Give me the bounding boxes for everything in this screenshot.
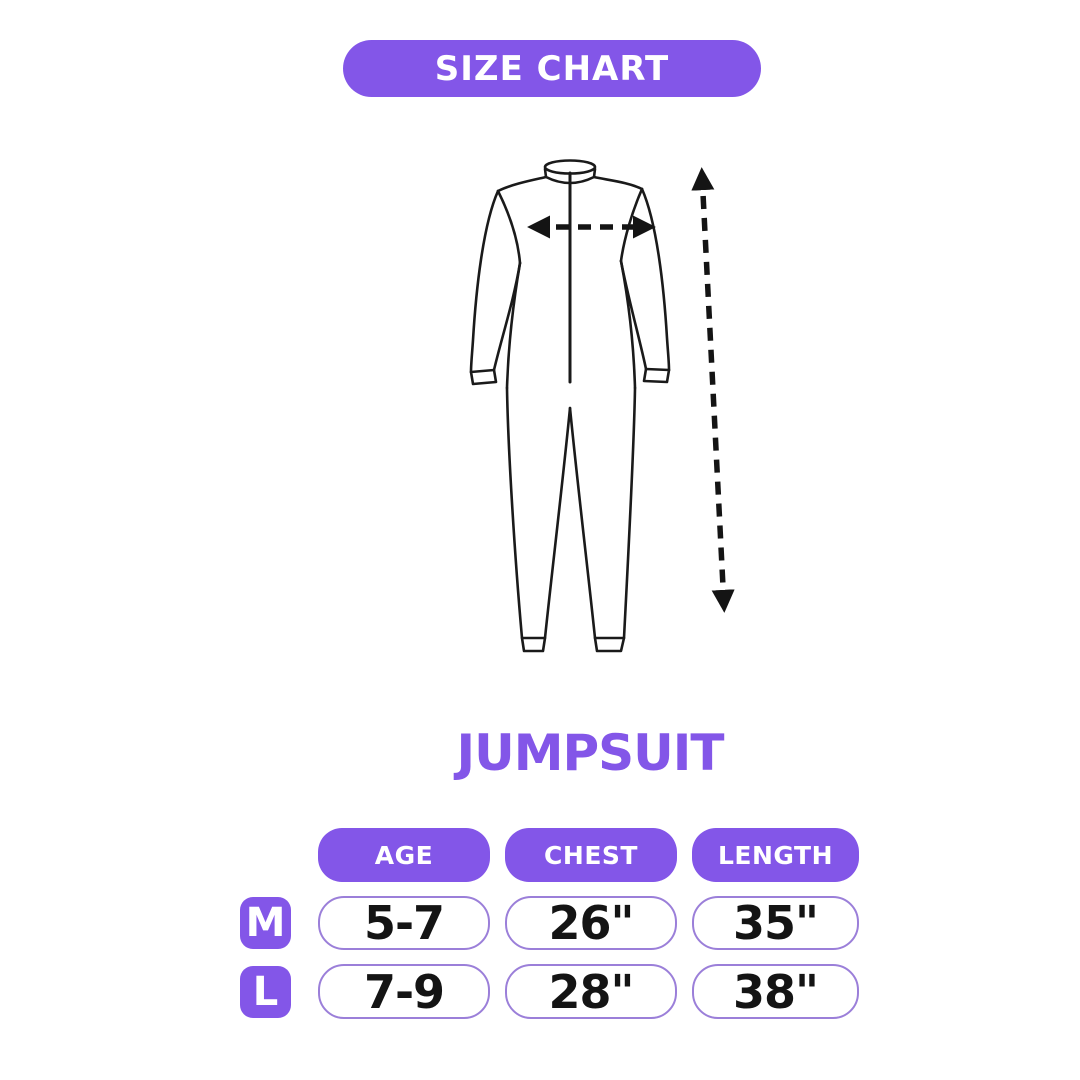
- size-chart-banner: SIZE CHART: [343, 40, 761, 97]
- size-badge-m: M: [240, 897, 291, 949]
- cell-m-length: 35": [692, 896, 859, 950]
- measurement-arrows: [527, 167, 735, 613]
- side-seam-right: [619, 259, 637, 390]
- leg-right-inner: [568, 406, 597, 640]
- ankle-cuff-right: [593, 636, 626, 653]
- sleeve-left-cuff: [469, 368, 498, 386]
- cell-m-chest: 26": [505, 896, 677, 950]
- column-header-chest: CHEST: [505, 828, 677, 882]
- shoulder-left: [496, 175, 548, 193]
- banner-label: SIZE CHART: [434, 48, 670, 89]
- cell-m-age: 5-7: [318, 896, 490, 950]
- product-title: JUMPSUIT: [456, 724, 725, 782]
- table-corner-spacer: [240, 828, 303, 882]
- length-arrow: [691, 167, 735, 613]
- armhole-left: [496, 189, 522, 265]
- column-header-age: AGE: [318, 828, 490, 882]
- leg-right-outer: [622, 386, 637, 640]
- cell-l-chest: 28": [505, 964, 677, 1019]
- ankle-cuff-left: [520, 636, 547, 653]
- sleeve-left-outer: [469, 189, 500, 374]
- size-badge-l: L: [240, 965, 291, 1018]
- shoulder-right: [592, 175, 644, 191]
- sleeve-right-cuff: [642, 367, 671, 384]
- leg-left-inner: [543, 406, 572, 640]
- jumpsuit-outline: [469, 159, 671, 653]
- size-table: AGE CHEST LENGTH M 5-7 26" 35" L 7-9 28"…: [240, 828, 859, 1019]
- sleeve-right-outer: [640, 187, 671, 372]
- column-header-length: LENGTH: [692, 828, 859, 882]
- leg-left-outer: [505, 386, 524, 640]
- jumpsuit-line-drawing-icon: [469, 159, 735, 653]
- cell-l-age: 7-9: [318, 964, 490, 1019]
- cell-l-length: 38": [692, 964, 859, 1019]
- side-seam-left: [505, 261, 522, 390]
